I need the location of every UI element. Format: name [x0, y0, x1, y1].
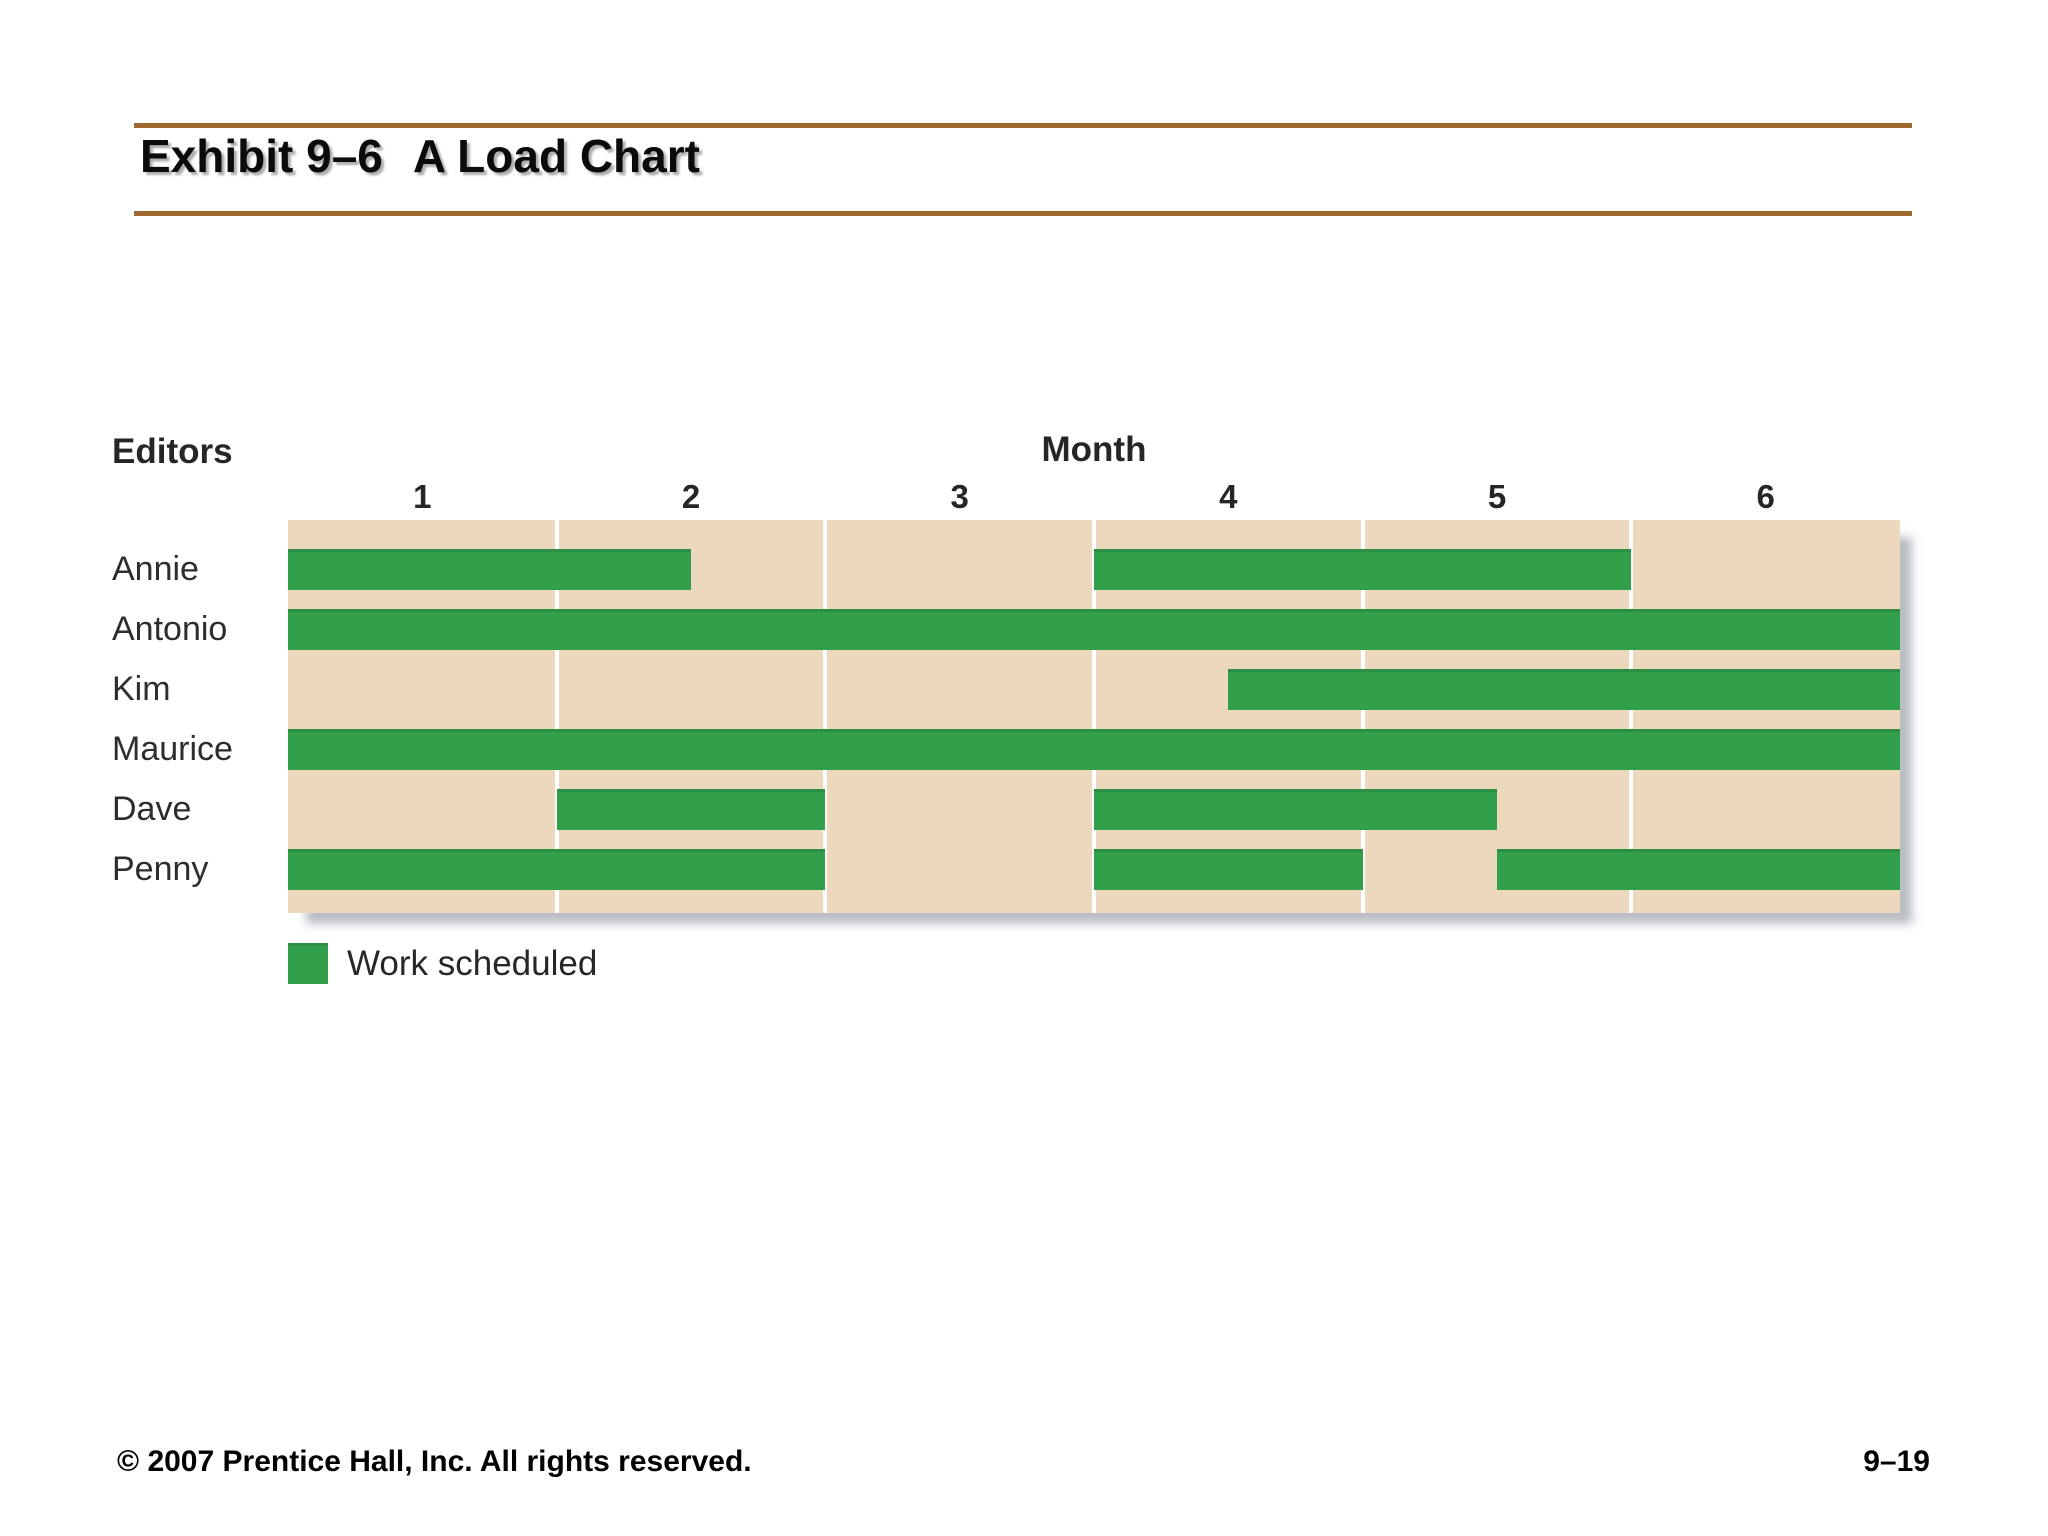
- month-divider: [823, 520, 828, 913]
- month-tick: 5: [1487, 478, 1507, 515]
- month-tick: 3: [950, 478, 969, 515]
- editor-name: Kim: [112, 670, 171, 708]
- month-divider: [1629, 520, 1634, 913]
- work-scheduled-bar: [288, 609, 1900, 650]
- col-axis-label: Month: [1041, 430, 1147, 469]
- row-axis-label: Editors: [112, 432, 233, 471]
- editor-name: Annie: [112, 550, 199, 588]
- month-divider: [554, 520, 559, 913]
- work-scheduled-bar: [556, 789, 826, 830]
- month-divider: [1092, 520, 1096, 913]
- month-tick: 4: [1219, 478, 1238, 515]
- editor-name: Antonio: [112, 610, 228, 648]
- editor-name: Dave: [112, 790, 192, 828]
- work-scheduled-bar: [1228, 669, 1900, 710]
- editor-labels: Annie Antonio Kim Maurice Dave Penny: [112, 0, 282, 1536]
- work-scheduled-bar: [1094, 849, 1363, 890]
- exhibit-number: Exhibit 9–6: [140, 130, 383, 182]
- work-scheduled-bar: [288, 729, 1900, 770]
- work-scheduled-bar: [288, 549, 691, 590]
- page-number: 9–19: [1863, 1445, 1930, 1478]
- month-divider: [1360, 520, 1365, 913]
- month-tick: 2: [681, 478, 701, 515]
- work-scheduled-bar: [288, 849, 826, 890]
- month-tick: 1: [413, 478, 432, 515]
- work-scheduled-bar: [1497, 849, 1900, 890]
- month-tick: 6: [1756, 478, 1775, 515]
- legend-label: Work scheduled: [347, 944, 598, 983]
- load-chart-plot: [288, 520, 1900, 913]
- copyright-text: © 2007 Prentice Hall, Inc. All rights re…: [117, 1445, 752, 1478]
- legend-swatch: [288, 943, 328, 984]
- exhibit-title: A Load Chart: [412, 130, 700, 182]
- editor-name: Penny: [112, 850, 209, 888]
- title-rule-bottom: [134, 211, 1912, 216]
- title-rule-top: [134, 123, 1912, 128]
- page-title: Exhibit 9–6 A Load Chart: [140, 126, 700, 186]
- work-scheduled-bar: [1094, 549, 1632, 590]
- editor-name: Maurice: [112, 730, 233, 768]
- work-scheduled-bar: [1094, 789, 1497, 830]
- month-tick-row: 1 2 3 4 5 6: [288, 477, 1900, 517]
